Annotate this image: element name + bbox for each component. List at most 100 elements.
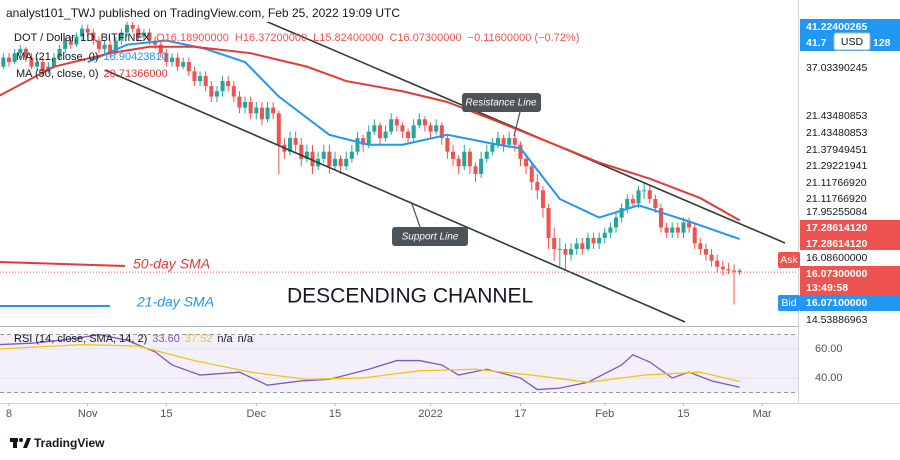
candle-body xyxy=(675,227,680,233)
candle-body xyxy=(709,254,714,261)
price-label-bg xyxy=(800,312,900,328)
sma21-note: 21-day SMA xyxy=(136,294,214,310)
candle xyxy=(726,263,731,275)
price-label: 16.07300000 xyxy=(806,268,867,280)
candle xyxy=(63,36,68,54)
candle-body xyxy=(130,24,135,29)
candle xyxy=(96,36,101,54)
candle xyxy=(602,227,607,244)
candle-body xyxy=(85,28,90,33)
candle xyxy=(484,144,489,163)
candle-body xyxy=(698,243,703,249)
candle xyxy=(574,237,579,255)
rsi-name: RSI (14, close, SMA, 14, 2) xyxy=(14,333,147,345)
candle-body xyxy=(141,32,146,37)
candle-body xyxy=(625,198,630,209)
candle xyxy=(141,28,146,41)
candle-body xyxy=(732,270,737,272)
candle-body xyxy=(613,217,619,228)
price-label-bg xyxy=(800,19,900,35)
rsi-band xyxy=(0,334,798,393)
candle-body xyxy=(394,119,399,126)
candle xyxy=(259,101,264,126)
candle-body xyxy=(327,151,332,167)
candle-body xyxy=(355,138,360,152)
candle-body xyxy=(737,270,742,273)
price-label-bg xyxy=(800,108,900,124)
candle xyxy=(248,96,253,120)
candle xyxy=(344,151,349,171)
rsi-na: n/a xyxy=(217,333,233,345)
candle xyxy=(355,131,360,156)
footer-logo xyxy=(10,438,31,448)
rsi-line xyxy=(0,343,740,383)
candle-body xyxy=(642,190,647,192)
candle-body xyxy=(670,227,675,233)
candle-body xyxy=(192,71,197,82)
candle xyxy=(169,53,175,67)
price-label-bg xyxy=(800,250,900,266)
candle xyxy=(630,194,635,209)
x-tick-label: 8 xyxy=(6,408,12,420)
candle xyxy=(681,217,686,238)
candle xyxy=(220,76,225,97)
candle-body xyxy=(209,86,214,97)
price-pane xyxy=(0,7,797,323)
candle-body xyxy=(265,107,270,120)
price-axis: 60.00 40.00 41.22400265 41.7 128 37.03390245 2… xyxy=(778,19,900,384)
candle-body xyxy=(563,248,568,255)
candle-body xyxy=(119,32,124,41)
x-tick-label: Dec xyxy=(247,408,267,420)
candle-body xyxy=(715,260,720,267)
candle xyxy=(703,243,708,261)
candle-body xyxy=(434,125,439,132)
legend-name: MA (50, close, 0) xyxy=(16,68,99,80)
candle-body xyxy=(23,48,28,58)
price-label-bg xyxy=(800,266,900,282)
footer-brand: TradingView xyxy=(34,436,105,450)
candle xyxy=(377,122,382,145)
callout-box xyxy=(462,93,541,112)
rsi-na: n/a xyxy=(238,333,254,345)
candle-body xyxy=(91,32,96,41)
candle-body xyxy=(321,151,326,159)
candle-body xyxy=(6,57,12,63)
candle-body xyxy=(40,62,45,72)
candle xyxy=(130,21,135,33)
candle-body xyxy=(585,237,590,249)
candle xyxy=(254,101,259,120)
candle-body xyxy=(220,81,225,92)
candle-body xyxy=(687,222,692,228)
candle-body xyxy=(1,57,6,67)
candle-body xyxy=(29,57,34,67)
candle-body xyxy=(259,107,264,120)
candle xyxy=(557,237,562,267)
legend-value: 20.71366000 xyxy=(104,68,168,80)
candle-body xyxy=(125,24,130,33)
price-label-bg xyxy=(800,280,900,296)
candle-body xyxy=(619,208,624,218)
candle-body xyxy=(681,222,686,233)
candle xyxy=(231,81,236,102)
candle-body xyxy=(473,166,478,174)
ohlc-close: C16.07300000 xyxy=(389,32,461,44)
price-label: 21.29221941 xyxy=(806,160,867,172)
candle xyxy=(119,28,124,45)
candle xyxy=(12,48,17,65)
candle xyxy=(411,119,416,142)
candle-body xyxy=(507,138,512,145)
candle-body xyxy=(720,266,725,270)
candle xyxy=(585,232,590,252)
candle-body xyxy=(198,76,203,82)
price-label: 13:49:58 xyxy=(806,282,848,294)
candle xyxy=(467,148,472,174)
candle xyxy=(450,144,456,167)
candle-body xyxy=(158,44,163,54)
candle-body xyxy=(344,158,349,167)
candle-body xyxy=(630,198,635,204)
candle xyxy=(406,128,411,145)
candle xyxy=(349,144,354,163)
candle-body xyxy=(591,237,596,244)
candle-body xyxy=(518,144,523,159)
candle xyxy=(512,134,517,152)
